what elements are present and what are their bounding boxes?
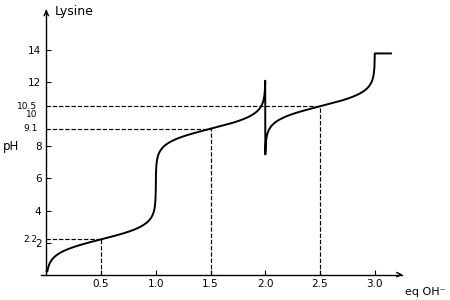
Text: pH: pH	[3, 140, 19, 153]
Text: 10: 10	[26, 110, 37, 119]
Text: 10.5: 10.5	[18, 102, 37, 111]
Text: Lysine: Lysine	[55, 5, 94, 18]
Text: eq OH⁻: eq OH⁻	[405, 287, 446, 298]
Text: 9.1: 9.1	[23, 124, 37, 133]
Text: 2.2: 2.2	[23, 235, 37, 244]
